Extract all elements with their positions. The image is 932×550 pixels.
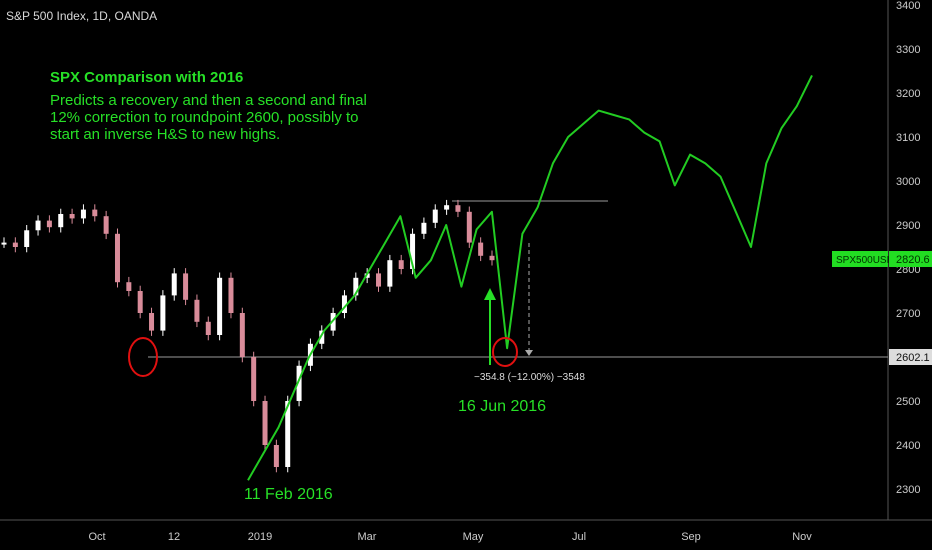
candle-body <box>273 445 279 467</box>
low-circle-left <box>128 337 158 377</box>
price-candles <box>1 199 495 473</box>
candle-body <box>455 205 461 212</box>
label-11-feb-2016: 11 Feb 2016 <box>244 486 333 503</box>
y-tick-label: 3200 <box>896 88 920 100</box>
candle-body <box>114 233 120 283</box>
candle-body <box>137 291 143 313</box>
candle-body <box>92 209 98 217</box>
low-circle-right <box>492 337 518 367</box>
y-tick-label: 3000 <box>896 176 920 188</box>
y-tick-label: 3100 <box>896 132 920 144</box>
x-tick-label: Mar <box>358 531 377 543</box>
candle-body <box>285 401 291 467</box>
candle-body <box>319 330 325 344</box>
y-tick-label: 2700 <box>896 308 920 320</box>
candle-body <box>171 273 177 296</box>
candle-body <box>262 401 268 445</box>
candle-body <box>160 295 166 331</box>
x-tick-label: May <box>463 531 484 543</box>
candle-body <box>217 277 223 335</box>
symbol-badge-label: SPX500USD <box>836 255 894 266</box>
y-tick-label: 2300 <box>896 484 920 496</box>
x-tick-label: Nov <box>792 531 812 543</box>
y-tick-label: 2500 <box>896 396 920 408</box>
candle-body <box>46 220 52 228</box>
last-price-label: 2820.6 <box>896 254 930 266</box>
candle-body <box>239 313 245 357</box>
candle-body <box>353 277 359 296</box>
candle-body <box>58 214 64 228</box>
annotation-title: SPX Comparison with 2016 <box>50 69 244 86</box>
candle-body <box>194 299 200 322</box>
candle-body <box>149 313 155 331</box>
candle-body <box>103 216 109 234</box>
candle-body <box>478 242 484 256</box>
annotation-body: Predicts a recovery and then a second an… <box>50 92 367 143</box>
candle-body <box>296 365 302 401</box>
candle-body <box>24 230 30 247</box>
x-tick-label: Jul <box>572 531 586 543</box>
candle-body <box>432 209 438 223</box>
level-badge-label: 2602.1 <box>896 352 930 364</box>
candle-body <box>12 242 18 247</box>
y-tick-label: 2400 <box>896 440 920 452</box>
measure-arrowhead-icon <box>525 350 533 356</box>
x-axis: Oct 12 2019 Mar May Jul Sep Nov <box>88 531 812 543</box>
candle-body <box>410 233 416 269</box>
candle-body <box>205 321 211 335</box>
y-axis: 3400 3300 3200 3100 3000 2900 2800 2700 … <box>896 0 920 496</box>
up-arrow-icon <box>484 288 496 300</box>
candle-body <box>69 214 75 219</box>
candle-body <box>466 211 472 243</box>
candle-body <box>80 209 86 219</box>
candle-body <box>183 273 189 300</box>
x-tick-label: Oct <box>88 531 105 543</box>
candle-body <box>1 242 7 245</box>
overlay-2016-line[interactable] <box>247 74 813 481</box>
candle-body <box>35 220 41 231</box>
last-price-badge <box>889 251 932 267</box>
candle-body <box>387 260 393 287</box>
x-tick-label: Sep <box>681 531 701 543</box>
x-tick-label: 2019 <box>248 531 272 543</box>
y-tick-label: 3400 <box>896 0 920 12</box>
y-tick-label: 2900 <box>896 220 920 232</box>
x-tick-label: 12 <box>168 531 180 543</box>
candle-body <box>126 282 132 291</box>
candle-body <box>398 260 404 269</box>
candle-body <box>444 205 450 210</box>
measure-label: −354.8 (−12.00%) −3548 <box>474 372 585 383</box>
symbol-badge <box>832 251 888 267</box>
candle-body <box>228 277 234 313</box>
annotation-note[interactable]: SPX Comparison with 2016 Predicts a reco… <box>50 69 370 143</box>
candle-body <box>376 273 382 287</box>
candle-body <box>421 222 427 234</box>
candle-body <box>341 295 347 313</box>
label-16-jun-2016: 16 Jun 2016 <box>458 398 546 415</box>
candle-body <box>251 357 257 401</box>
y-tick-label: 3300 <box>896 44 920 56</box>
level-badge <box>889 349 932 365</box>
chart-header-title: S&P 500 Index, 1D, OANDA <box>6 9 158 23</box>
candle-body <box>489 255 495 261</box>
